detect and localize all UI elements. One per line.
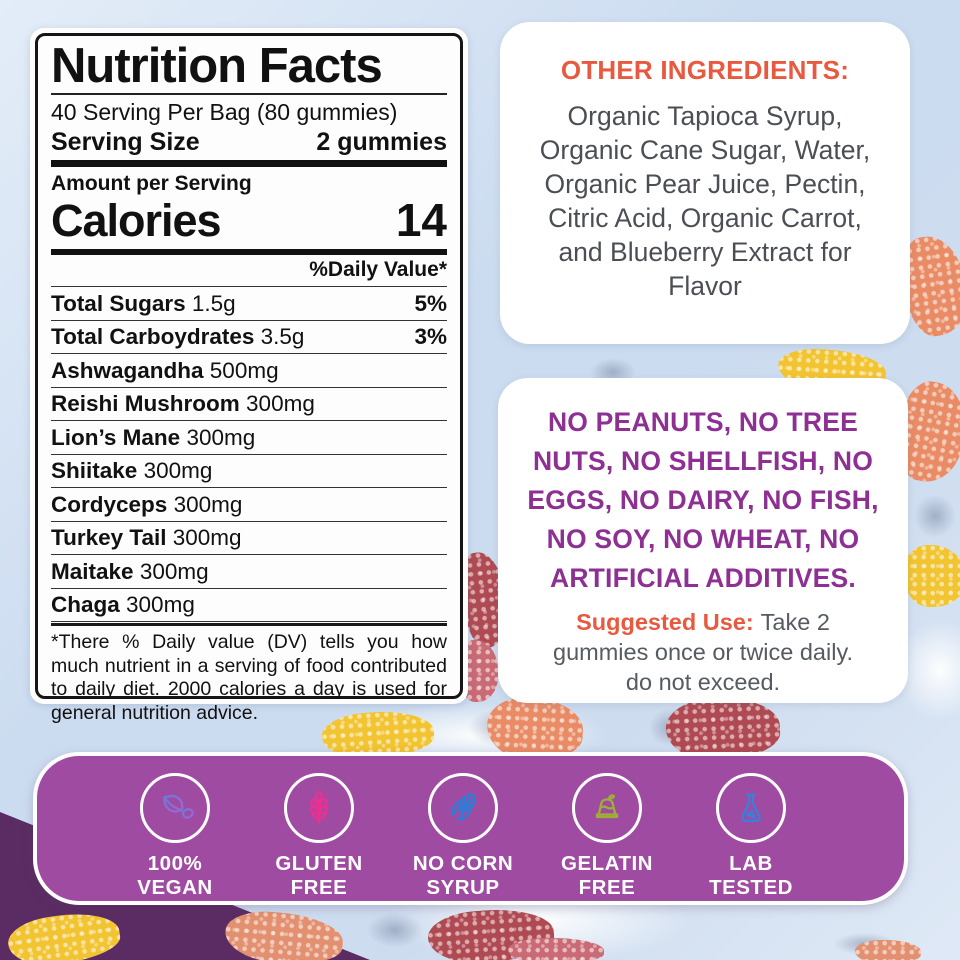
nutrient-row: Reishi Mushroom 300mg	[51, 388, 447, 421]
badge-lab-tested: LAB TESTED	[685, 773, 817, 900]
allergen-line: NO PEANUTS, NO TREE	[547, 407, 859, 437]
nutrient-name: Cordyceps	[51, 491, 168, 517]
nutrient-row: Lion’s Mane 300mg	[51, 421, 447, 455]
badge-no-corn-syrup: NO CORN SYRUP	[397, 773, 529, 900]
serving-size-value: 2 gummies	[316, 128, 447, 156]
nutrient-amount: 300mg	[172, 525, 242, 550]
nutrient-row: Ashwagandha 500mg	[51, 354, 447, 388]
allergen-line: ARTIFICIAL ADDITIVES.	[549, 563, 856, 593]
daily-value-header: %Daily Value*	[51, 255, 447, 287]
ingredient-line: Citric Acid, Organic Carrot,	[548, 203, 862, 233]
wheat-icon	[310, 790, 328, 825]
allergen-line: NUTS, NO SHELLFISH, NO	[532, 446, 874, 476]
nutrient-amount: 300mg	[139, 558, 209, 584]
nutrient-name: Total Carboydrates	[51, 324, 255, 349]
nutrient-name: Reishi Mushroom	[51, 391, 240, 416]
nutrient-name: Lion’s Mane	[51, 424, 181, 450]
ingredient-line: Flavor	[668, 271, 742, 301]
nutrient-amount: 500mg	[209, 357, 279, 383]
badge-gelatin-free: GELATIN FREE	[541, 773, 673, 900]
nutrient-row: Maitake 300mg	[51, 555, 447, 589]
nutrient-name: Turkey Tail	[51, 525, 167, 550]
nutrient-row: Total Sugars 1.5g 5%	[51, 287, 447, 321]
nutrient-name: Ashwagandha	[51, 357, 204, 383]
nutrient-name: Chaga	[51, 592, 120, 617]
suggested-use-text: do not exceed.	[625, 669, 781, 695]
nutrient-dv: 5%	[414, 290, 447, 316]
suggested-use-text: Take 2	[760, 609, 830, 635]
ingredient-line: and Blueberry Extract for	[558, 237, 852, 267]
badge-label: NO CORN SYRUP	[412, 852, 514, 899]
nutrition-facts-panel: Nutrition Facts 40 Serving Per Bag (80 g…	[30, 28, 468, 724]
gelatin-icon	[595, 794, 619, 819]
nutrient-amount: 300mg	[126, 592, 195, 617]
ingredient-line: Organic Tapioca Syrup,	[567, 101, 843, 131]
ingredient-line: Organic Cane Sugar, Water,	[539, 135, 871, 165]
badge-100-vegan: 100% VEGAN	[109, 773, 241, 900]
calories-row: Calories 14	[51, 196, 447, 249]
servings-per-bag: 40 Serving Per Bag (80 gummies)	[51, 99, 398, 125]
nutrient-amount: 300mg	[246, 391, 315, 416]
thick-divider	[51, 249, 447, 255]
corn-icon	[451, 793, 477, 821]
badge-label: 100% VEGAN	[137, 852, 213, 899]
nutrient-amount: 300mg	[173, 491, 243, 517]
ingredient-line: Organic Pear Juice, Pectin,	[544, 169, 866, 199]
divider	[51, 93, 447, 95]
nutrition-facts-title: Nutrition Facts	[51, 39, 383, 93]
allergen-box: NO PEANUTS, NO TREE NUTS, NO SHELLFISH, …	[498, 378, 908, 703]
calories-value: 14	[395, 194, 447, 246]
nutrient-amount: 1.5g	[191, 290, 236, 316]
flask-icon	[741, 793, 761, 823]
gummy-decoration	[223, 907, 345, 960]
nutrient-amount: 3.5g	[260, 324, 305, 349]
nutrient-row: Cordyceps 300mg	[51, 488, 447, 522]
nutrient-amount: 300mg	[143, 458, 213, 483]
serving-size-label: Serving Size	[51, 128, 200, 156]
badge-label: LAB TESTED	[709, 852, 793, 899]
gummy-decoration	[903, 545, 960, 607]
nutrient-row: Turkey Tail 300mg	[51, 522, 447, 555]
allergen-line: NO SOY, NO WHEAT, NO	[546, 524, 860, 554]
other-ingredients-heading: OTHER INGREDIENTS:	[560, 55, 850, 85]
badge-gluten-free: GLUTEN FREE	[253, 773, 385, 900]
gummy-shadow	[905, 485, 960, 547]
allergen-line: EGGS, NO DAIRY, NO FISH,	[527, 485, 879, 515]
badge-label: GLUTEN FREE	[275, 852, 363, 899]
nutrition-facts-border: Nutrition Facts 40 Serving Per Bag (80 g…	[35, 33, 463, 724]
gummy-shadow	[355, 905, 435, 955]
nutrient-name: Total Sugars	[51, 290, 186, 316]
nutrient-amount: 300mg	[186, 424, 256, 450]
nutrient-row: Chaga 300mg	[51, 589, 447, 622]
gummy-decoration	[855, 940, 921, 960]
thick-divider	[51, 160, 447, 167]
calories-label: Calories	[51, 195, 222, 246]
suggested-use: Suggested Use: Take 2 gummies once or twi…	[498, 607, 908, 697]
nutrient-dv: 3%	[414, 324, 447, 349]
badge-label: GELATIN FREE	[561, 852, 653, 899]
amount-per-serving-label: Amount per Serving	[51, 172, 252, 195]
nutrient-name: Shiitake	[51, 458, 138, 483]
nutrient-row: Shiitake 300mg	[51, 455, 447, 488]
badges-row: 100% VEGAN	[109, 773, 817, 900]
feature-badges-bar: 100% VEGAN	[33, 752, 908, 905]
suggested-use-label: Suggested Use:	[576, 609, 754, 635]
other-ingredients-box: OTHER INGREDIENTS: Organic Tapioca Syrup…	[500, 22, 910, 344]
nutrient-name: Maitake	[51, 558, 134, 584]
serving-size-row: Serving Size 2 gummies	[51, 127, 447, 160]
leaf-icon	[163, 794, 194, 819]
daily-value-footnote: *There % Daily value (DV) tells you how …	[51, 623, 447, 725]
suggested-use-text: gummies once or twice daily.	[553, 639, 853, 665]
gummy-decoration	[508, 938, 604, 960]
nutrient-row: Total Carboydrates 3.5g 3%	[51, 321, 447, 354]
